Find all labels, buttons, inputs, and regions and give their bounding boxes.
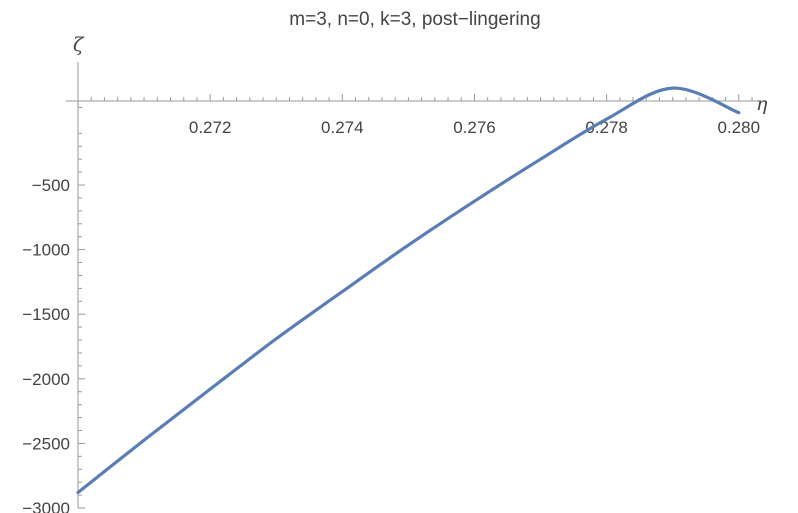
x-tick-label: 0.274 xyxy=(321,118,364,137)
y-tick-label: −1500 xyxy=(22,305,70,324)
y-tick-label: −2500 xyxy=(22,434,70,453)
y-tick-label: −1000 xyxy=(22,241,70,260)
y-tick-label: −3000 xyxy=(22,499,70,513)
chart-title: m=3, n=0, k=3, post−lingering xyxy=(289,9,540,30)
x-axis-label: η xyxy=(756,93,768,115)
x-tick-label: 0.272 xyxy=(189,118,232,137)
series-line xyxy=(76,86,741,495)
x-tick-label: 0.276 xyxy=(453,118,496,137)
x-tick-label: 0.278 xyxy=(585,118,628,137)
x-axis-ticks: 0.272 0.274 0.276 0.278 0.280 xyxy=(90,94,761,137)
x-tick-label: 0.280 xyxy=(718,118,761,137)
y-tick-label: −500 xyxy=(32,176,70,195)
y-axis-ticks: −500 −1000 −1500 −2000 −2500 −3000 xyxy=(22,107,85,513)
y-axis-label: ζ xyxy=(73,34,85,56)
y-tick-label: −2000 xyxy=(22,370,70,389)
